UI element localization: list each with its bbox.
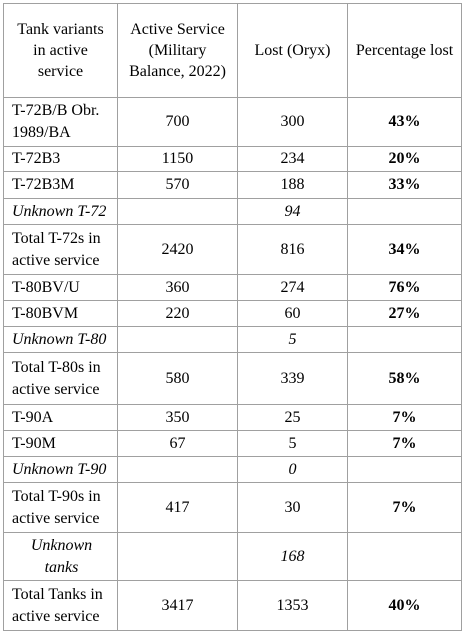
table-cell: T-90A (3, 404, 118, 431)
header-cell: Active Service (Military Balance, 2022) (117, 3, 238, 98)
table-cell: 60 (237, 300, 348, 327)
table-cell: 25 (237, 404, 348, 431)
table-cell: Unknown T-72 (3, 198, 118, 225)
table-row: T-72B3 1150 234 20% (3, 146, 462, 172)
table-cell: 350 (117, 404, 238, 431)
table-cell: 1353 (237, 580, 348, 631)
table-cell: 76% (347, 274, 462, 301)
table-row: T-72B3M 570 188 33% (3, 171, 462, 199)
table-cell: 339 (237, 352, 348, 405)
table-cell: 816 (237, 224, 348, 275)
table-cell: 570 (117, 171, 238, 199)
table-cell: 5 (237, 430, 348, 457)
tank-table: Tank variants in active service Active S… (3, 3, 462, 631)
table-cell: 34% (347, 224, 462, 275)
table-cell: 2420 (117, 224, 238, 275)
table-cell: 168 (237, 532, 348, 581)
table-cell: 20% (347, 146, 462, 172)
table-row: Total T-80s in active service 580 339 58% (3, 352, 462, 405)
table-cell (347, 532, 462, 581)
header-cell: Lost (Oryx) (237, 3, 348, 98)
table-cell: Total Tanks in active service (3, 580, 118, 631)
table-cell: 7% (347, 482, 462, 533)
table-row: Total Tanks in active service 3417 1353 40% (3, 580, 462, 631)
table-cell: 360 (117, 274, 238, 301)
header-row: Tank variants in active service Active S… (3, 3, 462, 98)
table-cell (117, 532, 238, 581)
table-row: T-90A 350 25 7% (3, 404, 462, 431)
table-cell: Unknown T-80 (3, 326, 118, 353)
table-cell (347, 198, 462, 225)
table-cell: Unknown tanks (3, 532, 118, 581)
table-row: T-90M 67 5 7% (3, 430, 462, 457)
table-cell: 5 (237, 326, 348, 353)
table-row: T-80BV/U 360 274 76% (3, 274, 462, 301)
table-cell: 417 (117, 482, 238, 533)
table-cell: Total T-90s in active service (3, 482, 118, 533)
table-cell: 7% (347, 430, 462, 457)
table-cell: 188 (237, 171, 348, 199)
table-cell: 234 (237, 146, 348, 172)
table-cell: 40% (347, 580, 462, 631)
table-row: T-72B/B Obr. 1989/BA 700 300 43% (3, 97, 462, 147)
table-cell: T-72B3M (3, 171, 118, 199)
table-cell: 274 (237, 274, 348, 301)
table-cell: 58% (347, 352, 462, 405)
table-row: Total T-72s in active service 2420 816 34% (3, 224, 462, 275)
table-cell: 580 (117, 352, 238, 405)
table-row: Unknown T-80 5 (3, 326, 462, 353)
table-cell: 220 (117, 300, 238, 327)
table-cell: 0 (237, 456, 348, 483)
table-cell: Unknown T-90 (3, 456, 118, 483)
table-cell: 300 (237, 97, 348, 147)
table-cell: 67 (117, 430, 238, 457)
header-cell: Percentage lost (347, 3, 462, 98)
table-cell: T-80BVM (3, 300, 118, 327)
table-cell (347, 326, 462, 353)
table-row: T-80BVM 220 60 27% (3, 300, 462, 327)
table-cell: Total T-72s in active service (3, 224, 118, 275)
table-cell: 30 (237, 482, 348, 533)
table-cell: 7% (347, 404, 462, 431)
table-row: Unknown tanks 168 (3, 532, 462, 581)
table-cell: 1150 (117, 146, 238, 172)
table-row: Unknown T-72 94 (3, 198, 462, 225)
table-cell (117, 456, 238, 483)
table-cell: 33% (347, 171, 462, 199)
header-cell: Tank variants in active service (3, 3, 118, 98)
table-cell: 700 (117, 97, 238, 147)
table-cell (117, 198, 238, 225)
table-cell (347, 456, 462, 483)
table-cell: Total T-80s in active service (3, 352, 118, 405)
table-cell: 43% (347, 97, 462, 147)
table-body: Tank variants in active service Active S… (3, 3, 462, 631)
table-cell: T-72B3 (3, 146, 118, 172)
table-cell (117, 326, 238, 353)
table-row: Total T-90s in active service 417 30 7% (3, 482, 462, 533)
table-cell: 27% (347, 300, 462, 327)
table-row: Unknown T-90 0 (3, 456, 462, 483)
table-cell: T-80BV/U (3, 274, 118, 301)
table-cell: 3417 (117, 580, 238, 631)
table-cell: T-90M (3, 430, 118, 457)
table-cell: 94 (237, 198, 348, 225)
table-cell: T-72B/B Obr. 1989/BA (3, 97, 118, 147)
